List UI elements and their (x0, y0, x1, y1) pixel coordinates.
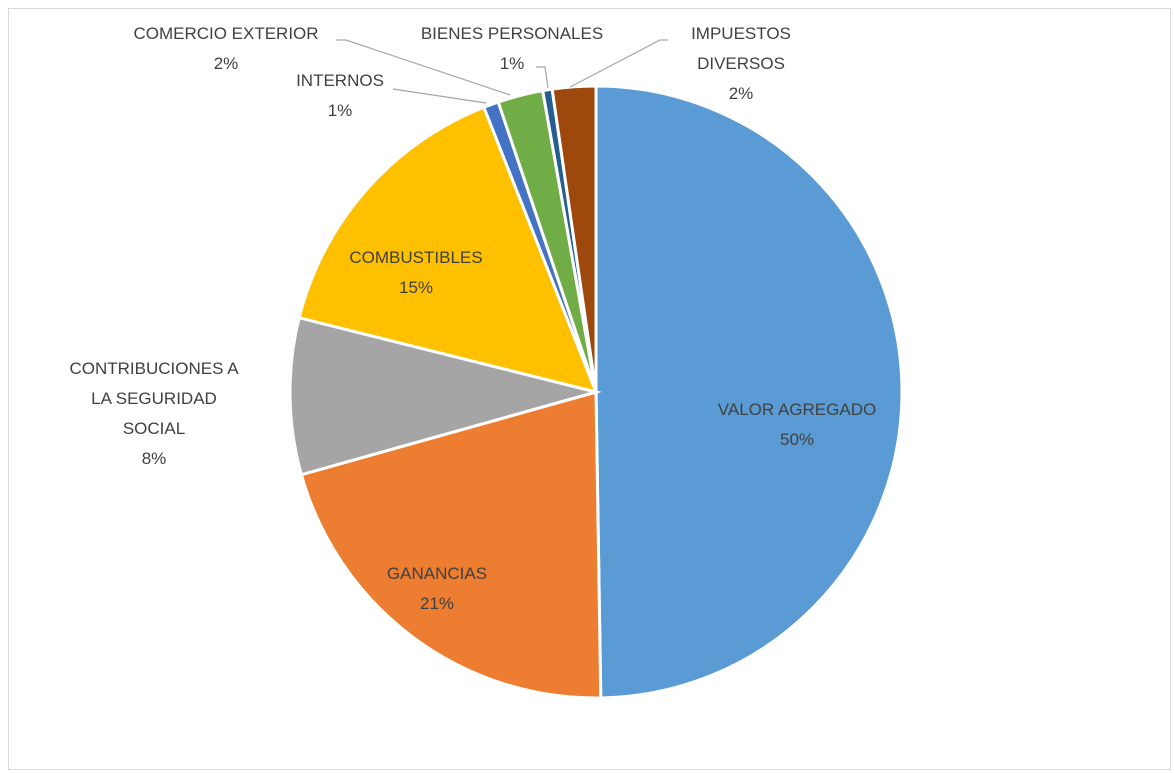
slice-percent: 8% (142, 449, 167, 468)
pie-slice (288, 315, 602, 477)
pie-slice (550, 84, 598, 393)
slice-percent: 1% (328, 101, 353, 120)
slice-label: IMPUESTOS DIVERSOS 2% (691, 24, 791, 103)
slice-percent: 15% (399, 278, 433, 297)
slice-label: GANANCIAS 21% (387, 564, 487, 613)
slice-name: CONTRIBUCIONES A (69, 359, 239, 378)
slice-name: COMBUSTIBLES (349, 248, 482, 267)
slice-label: COMERCIO EXTERIOR 2% (133, 24, 318, 73)
slice-label: CONTRIBUCIONES A LA SEGURIDAD SOCIAL 8% (69, 359, 239, 468)
slice-percent: 21% (420, 594, 454, 613)
slice-label: COMBUSTIBLES 15% (349, 248, 482, 297)
pie-slice (297, 105, 599, 395)
slice-name: DIVERSOS (697, 54, 785, 73)
leader-line (569, 39, 668, 88)
slice-name: COMERCIO EXTERIOR (133, 24, 318, 43)
slice-percent: 2% (214, 54, 239, 73)
slice-percent: 50% (780, 430, 814, 449)
slice-name: IMPUESTOS (691, 24, 791, 43)
leader-line (392, 88, 487, 104)
slice-name: VALOR AGREGADO (718, 400, 876, 419)
slice-label: BIENES PERSONALES 1% (421, 24, 603, 73)
leader-line (536, 66, 549, 89)
slice-percent: 2% (729, 84, 754, 103)
leader-line (336, 39, 511, 96)
slice-name: INTERNOS (296, 71, 384, 90)
pie-slice (594, 84, 904, 700)
slice-name: SOCIAL (123, 419, 185, 438)
slice-label: INTERNOS 1% (296, 71, 384, 120)
slice-label: VALOR AGREGADO 50% (718, 400, 876, 449)
pie-slice (299, 390, 603, 700)
slice-name: BIENES PERSONALES (421, 24, 603, 43)
slice-name: GANANCIAS (387, 564, 487, 583)
slice-name: LA SEGURIDAD (91, 389, 217, 408)
slice-percent: 1% (500, 54, 525, 73)
